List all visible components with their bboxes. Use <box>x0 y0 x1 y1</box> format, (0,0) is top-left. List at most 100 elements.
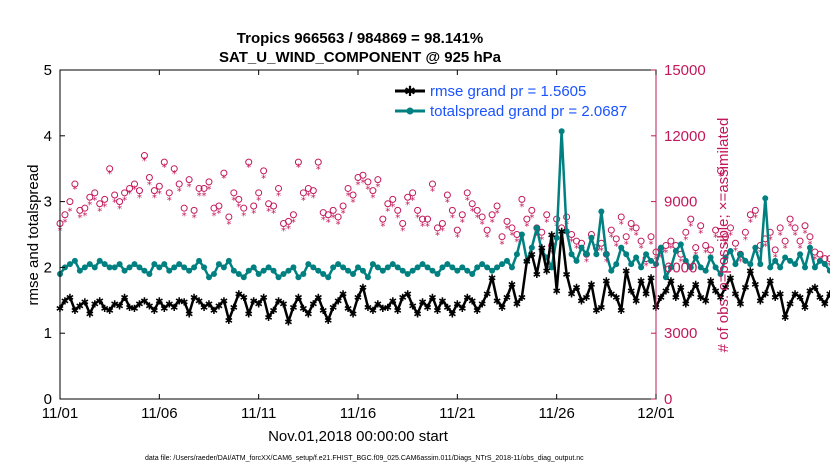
series-point-spread <box>196 257 203 264</box>
obs-possible-point <box>697 222 705 230</box>
obs-possible-point <box>414 206 422 214</box>
series-point-rmse: ✱ <box>453 300 461 311</box>
obs-assimilated-point: * <box>271 209 276 220</box>
obs-assimilated-point: * <box>768 235 773 246</box>
series-point-rmse: ✱ <box>349 309 357 320</box>
series-point-rmse: ✱ <box>662 286 670 297</box>
obs-possible-point <box>230 189 238 197</box>
series-point-spread <box>583 251 590 258</box>
obs-assimilated-point: * <box>748 217 753 228</box>
obs-possible-point <box>746 211 754 219</box>
legend-label-rmse: rmse grand pr = 1.5605 <box>430 83 586 100</box>
series-point-spread <box>225 257 232 264</box>
obs-possible-point <box>771 246 779 254</box>
obs-possible-point <box>220 169 228 177</box>
series-point-spread <box>206 274 212 281</box>
x-tick-label: 11/01 <box>42 405 78 422</box>
series-point-rmse: ✱ <box>642 290 650 301</box>
series-point-spread <box>593 251 600 258</box>
series-point-rmse: ✱ <box>101 304 109 315</box>
obs-possible-point <box>399 220 407 228</box>
series-point-spread <box>459 264 466 271</box>
series-point-spread <box>826 267 830 274</box>
obs-possible-point <box>270 202 278 210</box>
obs-assimilated-point: * <box>475 213 480 224</box>
obs-assimilated-point: * <box>380 222 385 233</box>
series-point-spread <box>131 261 138 268</box>
series-point-spread <box>449 264 456 271</box>
obs-possible-point <box>294 158 302 166</box>
obs-possible-point <box>215 202 223 210</box>
y-tick-label: 0 <box>44 391 52 408</box>
obs-assimilated-point: * <box>167 195 172 206</box>
series-point-rmse: ✱ <box>160 304 168 315</box>
obs-assimilated-point: * <box>480 220 485 231</box>
obs-assimilated-point: * <box>435 231 440 242</box>
obs-possible-point <box>91 189 99 197</box>
series-point-rmse: ✱ <box>503 293 511 304</box>
obs-assimilated-point: * <box>783 244 788 255</box>
series-point-rmse: ✱ <box>324 316 332 327</box>
y-tick-label: 2 <box>44 259 52 276</box>
obs-assimilated-point: * <box>495 209 500 220</box>
series-point-spread <box>235 270 242 277</box>
obs-possible-point <box>250 202 258 210</box>
series-point-rmse: ✱ <box>334 296 342 307</box>
series-point-spread <box>648 257 655 264</box>
obs-assimilated-point: * <box>301 195 306 206</box>
obs-assimilated-point: * <box>440 226 445 237</box>
series-point-rmse: ✱ <box>706 277 714 288</box>
series-point-rmse: ✱ <box>711 286 719 297</box>
series-point-rmse: ✱ <box>687 290 695 301</box>
series-point-rmse: ✱ <box>394 306 402 317</box>
series-point-spread <box>504 257 510 264</box>
series-point-spread <box>315 267 322 274</box>
series-point-spread <box>240 274 247 281</box>
obs-possible-point <box>796 237 804 245</box>
series-point-rmse: ✱ <box>299 304 307 315</box>
obs-possible-point <box>483 226 491 234</box>
series-point-spread <box>300 270 307 277</box>
obs-assimilated-point: * <box>216 209 221 220</box>
obs-assimilated-point: * <box>187 182 192 193</box>
series-point-rmse: ✱ <box>254 300 262 311</box>
series-point-rmse: ✱ <box>259 293 267 304</box>
series-point-rmse: ✱ <box>761 290 769 301</box>
obs-assimilated-point: * <box>410 195 415 206</box>
series-point-spread <box>439 264 446 271</box>
series-point-spread <box>762 195 769 202</box>
obs-assimilated-point: * <box>102 202 107 213</box>
series-point-spread <box>742 257 749 264</box>
series-point-spread <box>707 254 714 261</box>
x-axis-label: Nov.01,2018 00:00:00 start <box>268 428 449 445</box>
obs-assimilated-point: * <box>589 237 594 248</box>
series-point-rmse: ✱ <box>677 283 685 294</box>
obs-assimilated-point: * <box>663 248 668 259</box>
obs-assimilated-point: * <box>316 165 321 176</box>
series-point-spread <box>320 270 327 277</box>
series-point-spread <box>355 264 361 271</box>
obs-possible-point <box>806 233 814 241</box>
obs-possible-point <box>170 165 178 173</box>
obs-assimilated-point: * <box>197 191 202 202</box>
series-point-rmse: ✱ <box>185 309 193 320</box>
obs-assimilated-point: * <box>211 211 216 222</box>
series-point-spread <box>270 267 277 274</box>
obs-assimilated-point: * <box>534 231 539 242</box>
obs-possible-point <box>682 228 690 236</box>
obs-assimilated-point: * <box>827 261 830 272</box>
series-point-spread <box>787 257 794 264</box>
series-point-rmse: ✱ <box>125 303 133 314</box>
series-point-rmse: ✱ <box>597 303 605 314</box>
series-point-rmse: ✱ <box>195 296 203 307</box>
obs-possible-point <box>488 211 496 219</box>
obs-assimilated-point: * <box>127 189 132 200</box>
obs-assimilated-point: * <box>524 222 529 233</box>
series-point-rmse: ✱ <box>736 300 744 311</box>
obs-assimilated-point: * <box>321 215 326 226</box>
series-point-rmse: ✱ <box>170 303 178 314</box>
obs-possible-point <box>722 233 730 241</box>
series-point-rmse: ✱ <box>91 300 99 311</box>
series-line-0 <box>58 229 830 323</box>
